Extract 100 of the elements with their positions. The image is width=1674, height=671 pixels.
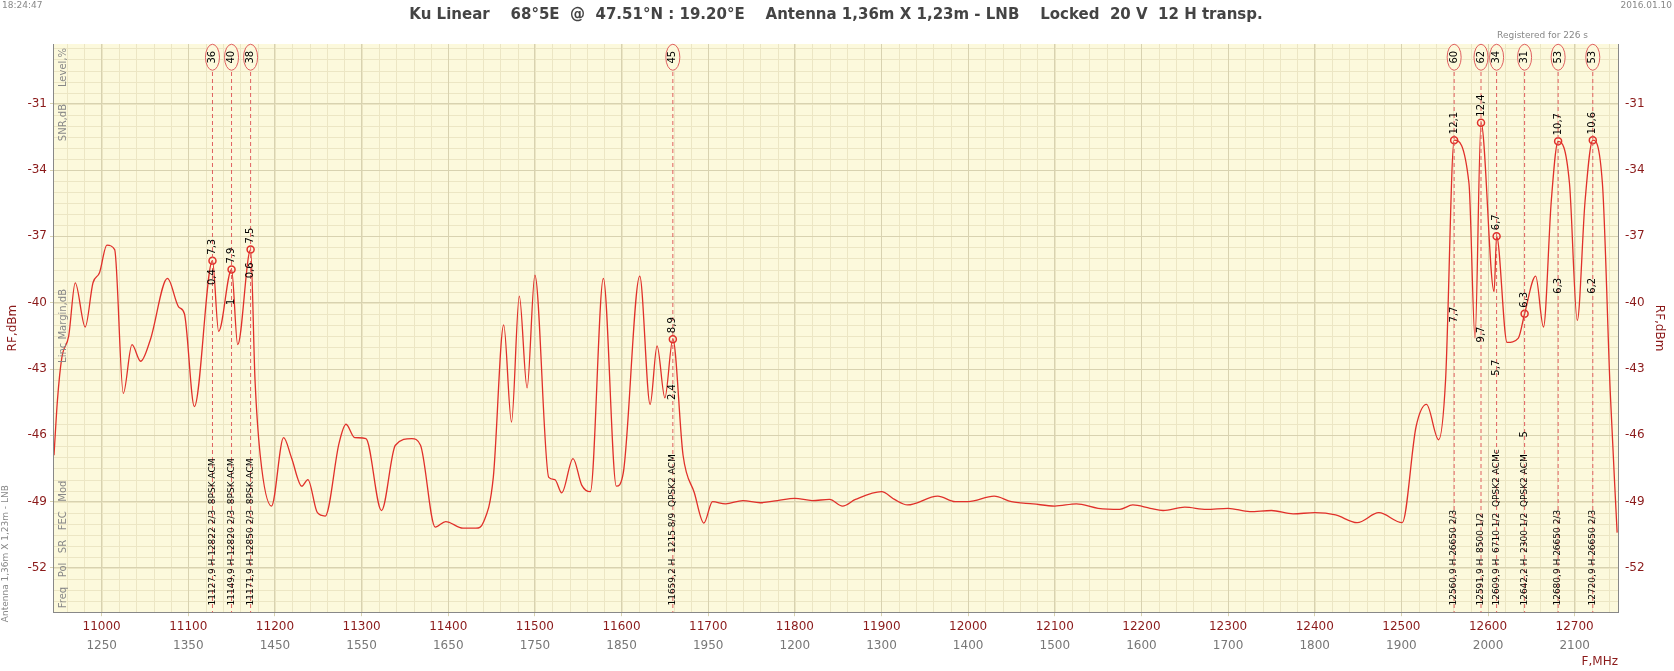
annotation: 36 xyxy=(206,50,218,64)
annotation: 6,3 xyxy=(1518,291,1530,308)
annotation: 12720,9 H 26650 2/3 xyxy=(1587,509,1598,606)
y2-tick-label: -40 xyxy=(1625,294,1645,309)
annotation: 12591,9 H 8500 1/2 xyxy=(1475,512,1486,606)
text: 1350 xyxy=(173,638,204,653)
text: 1800 xyxy=(1299,638,1331,653)
x-tick-label: 11100 xyxy=(169,618,208,633)
point xyxy=(1492,232,1501,241)
text: 1550 xyxy=(346,638,377,653)
annotation: 7,3 xyxy=(206,238,218,255)
text: 1900 xyxy=(1386,638,1417,653)
annotation: Level,% xyxy=(56,48,68,88)
annotation: 7,9 xyxy=(225,247,237,264)
annotation: 11171,9 H 12850 2/3 8PSK ACM xyxy=(244,458,255,606)
x-tick-label: 12700 xyxy=(1555,618,1594,633)
text: Registered for 226 s xyxy=(1497,30,1589,41)
text: 1650 xyxy=(432,638,464,653)
annotation: 5 xyxy=(1518,431,1530,438)
y2-tick-label: -31 xyxy=(1625,95,1645,110)
annotation: 2,4 xyxy=(666,384,678,400)
y2-tick-label: -52 xyxy=(1625,560,1645,575)
annotation: 62 xyxy=(1474,50,1486,64)
x-tick-label: 12600 xyxy=(1468,618,1508,633)
annotation: 7,7 xyxy=(1447,306,1459,323)
annotation: 12642,2 H 2300 1/2 QPSK2 ACM xyxy=(1518,454,1529,606)
annotation: 11659,2 H 1215 8/9 QPSK2 ACM xyxy=(667,454,678,606)
y-tick-label: -52 xyxy=(27,560,47,575)
text: 2000 xyxy=(1472,638,1504,653)
point xyxy=(208,256,217,265)
text: 1600 xyxy=(1126,638,1157,653)
annotation: 5,7 xyxy=(1490,359,1502,376)
x-tick-label: 12400 xyxy=(1295,618,1334,633)
point xyxy=(227,265,236,274)
y-tick-label: -46 xyxy=(27,427,47,442)
y-axis-title: RF,dBm xyxy=(5,304,20,352)
y2-tick-label: -46 xyxy=(1625,427,1645,442)
y2-tick-label: -37 xyxy=(1625,228,1645,243)
text: 1750 xyxy=(519,638,551,653)
y2-tick-label: -43 xyxy=(1625,361,1645,376)
annotation: 38 xyxy=(244,50,256,64)
x-tick-label: 11600 xyxy=(602,618,641,633)
text: 1200 xyxy=(779,638,811,653)
x-tick-label: 12000 xyxy=(949,618,988,633)
y-tick-label: -34 xyxy=(27,162,47,177)
chart-title: Ku Linear 68°5E @ 47.51°N : 19.20°E Antenna 1,36m X 1,23m - LNB Locked 20 V 12 H transp. xyxy=(409,4,1263,23)
annotation: 6,3 xyxy=(1551,277,1563,294)
annotation: 53 xyxy=(1551,50,1563,64)
annotation: 12609,9 H 6710 1/2 QPSK2 ACMc xyxy=(1490,449,1501,606)
annotation: 53 xyxy=(1586,50,1598,64)
y2-tick-label: -49 xyxy=(1625,493,1645,508)
text: 1850 xyxy=(606,638,637,653)
annotation: 12680,9 H 26650 2/3 xyxy=(1552,509,1563,606)
y-tick-label: -37 xyxy=(27,228,47,243)
annotation: 12560,9 H 26650 2/3 xyxy=(1448,509,1459,606)
y-tick-label: -43 xyxy=(27,361,47,376)
text: 1500 xyxy=(1039,638,1071,653)
x-tick-label: 11800 xyxy=(775,618,814,633)
x-tick-label: 11300 xyxy=(342,618,381,633)
annotation: 34 xyxy=(1490,50,1502,64)
text: 1950 xyxy=(692,638,724,653)
annotation: 10,6 xyxy=(1586,111,1598,135)
point xyxy=(246,245,255,254)
annotation: 11127,9 H 12822 2/3 8PSK ACM xyxy=(206,458,217,606)
point xyxy=(1520,309,1529,318)
y-tick-label: -31 xyxy=(27,95,47,110)
annotation: 10,7 xyxy=(1551,113,1563,136)
x-tick-label: 12100 xyxy=(1035,618,1074,633)
annotation: 60 xyxy=(1447,50,1459,64)
annotation: 1 xyxy=(225,298,237,305)
y-tick-label: -40 xyxy=(27,294,47,309)
annotation: 40 xyxy=(225,50,237,64)
y2-tick-label: -34 xyxy=(1625,162,1645,177)
x-tick-label: 11400 xyxy=(429,618,468,633)
annotation: 11149,9 H 12820 2/3 8PSK ACM xyxy=(225,458,236,606)
annotation: 8,9 xyxy=(666,317,678,334)
x-tick-label: 12500 xyxy=(1382,618,1421,633)
annotation: Freq Pol SR FEC Mod xyxy=(56,480,68,609)
annotation: 31 xyxy=(1518,50,1530,64)
text: 2016.01.10 xyxy=(1620,0,1673,11)
annotation: 6,7 xyxy=(1490,214,1502,231)
annotation: 12,4 xyxy=(1474,94,1486,117)
point xyxy=(1588,135,1598,145)
annotation: 9,7 xyxy=(1474,326,1486,343)
x-tick-label: 12200 xyxy=(1122,618,1161,633)
annotation: 45 xyxy=(666,50,678,64)
point xyxy=(668,334,678,344)
y-tick-label: -49 xyxy=(27,493,47,508)
x-axis-title: F,MHz xyxy=(1581,653,1618,668)
annotation: 12,1 xyxy=(1447,111,1459,135)
annotation: 7,5 xyxy=(244,227,256,244)
text: Antenna 1,36m X 1,23m - LNB xyxy=(0,485,11,623)
annotation: Linc Margin,dB xyxy=(56,288,68,363)
text: 1700 xyxy=(1212,638,1244,653)
y2-axis-title: RF,dBm xyxy=(1652,304,1667,352)
point xyxy=(1476,118,1486,127)
text: 1400 xyxy=(952,638,984,653)
x-tick-label: 11000 xyxy=(82,618,121,633)
x-tick-label: 11900 xyxy=(862,618,901,633)
x-tick-label: 11500 xyxy=(515,618,554,633)
